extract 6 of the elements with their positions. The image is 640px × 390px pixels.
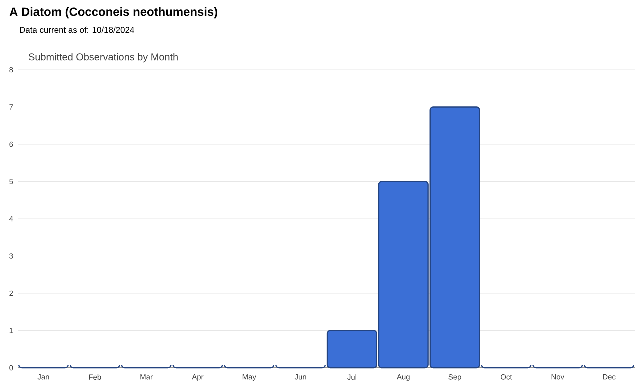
bar	[378, 181, 429, 369]
bar	[326, 330, 378, 369]
chart-title: A Diatom (Cocconeis neothumensis)	[10, 7, 218, 19]
chart-subtitle: Data current as of: 10/18/2024	[20, 26, 134, 34]
text: Submitted Observations by Month	[28, 53, 178, 63]
bar	[430, 106, 480, 369]
